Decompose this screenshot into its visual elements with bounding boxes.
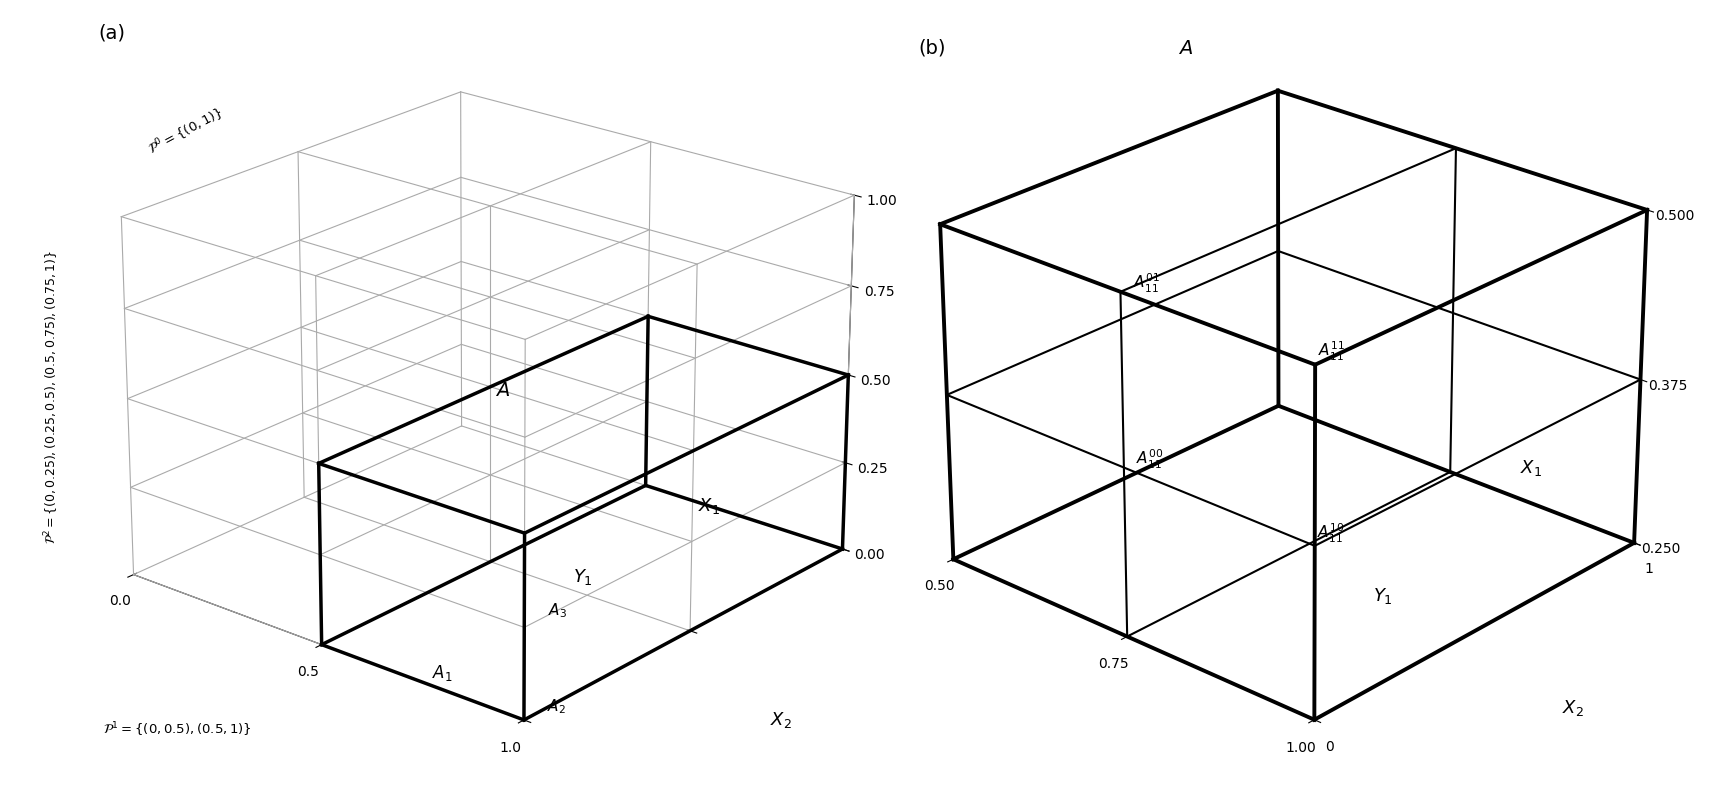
Text: $\mathcal{P}^0 = \{(0, 1)\}$: $\mathcal{P}^0 = \{(0, 1)\}$	[146, 103, 228, 158]
Text: (a): (a)	[98, 24, 125, 43]
Text: $\mathcal{P}^1 = \{(0, 0.5), (0.5, 1)\}$: $\mathcal{P}^1 = \{(0, 0.5), (0.5, 1)\}$	[103, 721, 252, 739]
Text: $A$: $A$	[1179, 39, 1192, 58]
Text: $\mathcal{P}^2 = \{(0, 0.25), (0.25, 0.5), (0.5, 0.75), (0.75, 1)\}$: $\mathcal{P}^2 = \{(0, 0.25), (0.25, 0.5…	[43, 250, 62, 545]
Text: (b): (b)	[918, 39, 946, 58]
